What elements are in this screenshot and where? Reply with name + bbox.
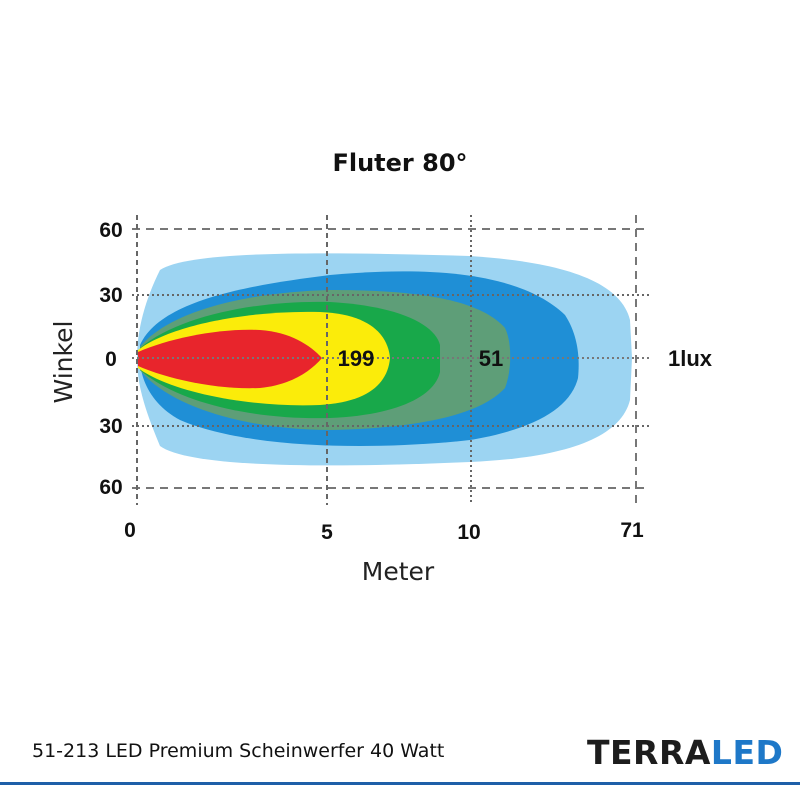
contour-6	[138, 329, 322, 389]
x-axis-label: Meter	[362, 557, 435, 586]
x-tick-5: 5	[321, 521, 333, 544]
product-name: 51-213 LED Premium Scheinwerfer 40 Watt	[32, 740, 445, 762]
x-tick-71: 71	[620, 519, 644, 542]
y-tick-60-top: 60	[99, 219, 122, 242]
y-tick-60-bottom: 60	[99, 476, 122, 499]
y-tick-0: 0	[105, 348, 117, 371]
grid-lines	[132, 215, 650, 505]
footer-divider	[0, 782, 800, 785]
y-tick-30-top: 30	[99, 284, 122, 307]
contour-group	[137, 253, 632, 466]
logo-text-terra: TERRA	[587, 733, 711, 772]
y-tick-30-bottom: 30	[99, 415, 122, 438]
x-tick-10: 10	[457, 521, 480, 544]
x-tick-0: 0	[124, 519, 136, 542]
chart-title: Fluter 80°	[332, 149, 467, 177]
logo-text-led: LED	[710, 733, 784, 772]
brand-logo: TERRALED	[587, 733, 783, 772]
y-axis-label: Winkel	[49, 321, 78, 404]
label-51: 51	[479, 346, 503, 371]
label-199: 199	[338, 346, 375, 371]
label-1lux: 1lux	[668, 346, 713, 371]
